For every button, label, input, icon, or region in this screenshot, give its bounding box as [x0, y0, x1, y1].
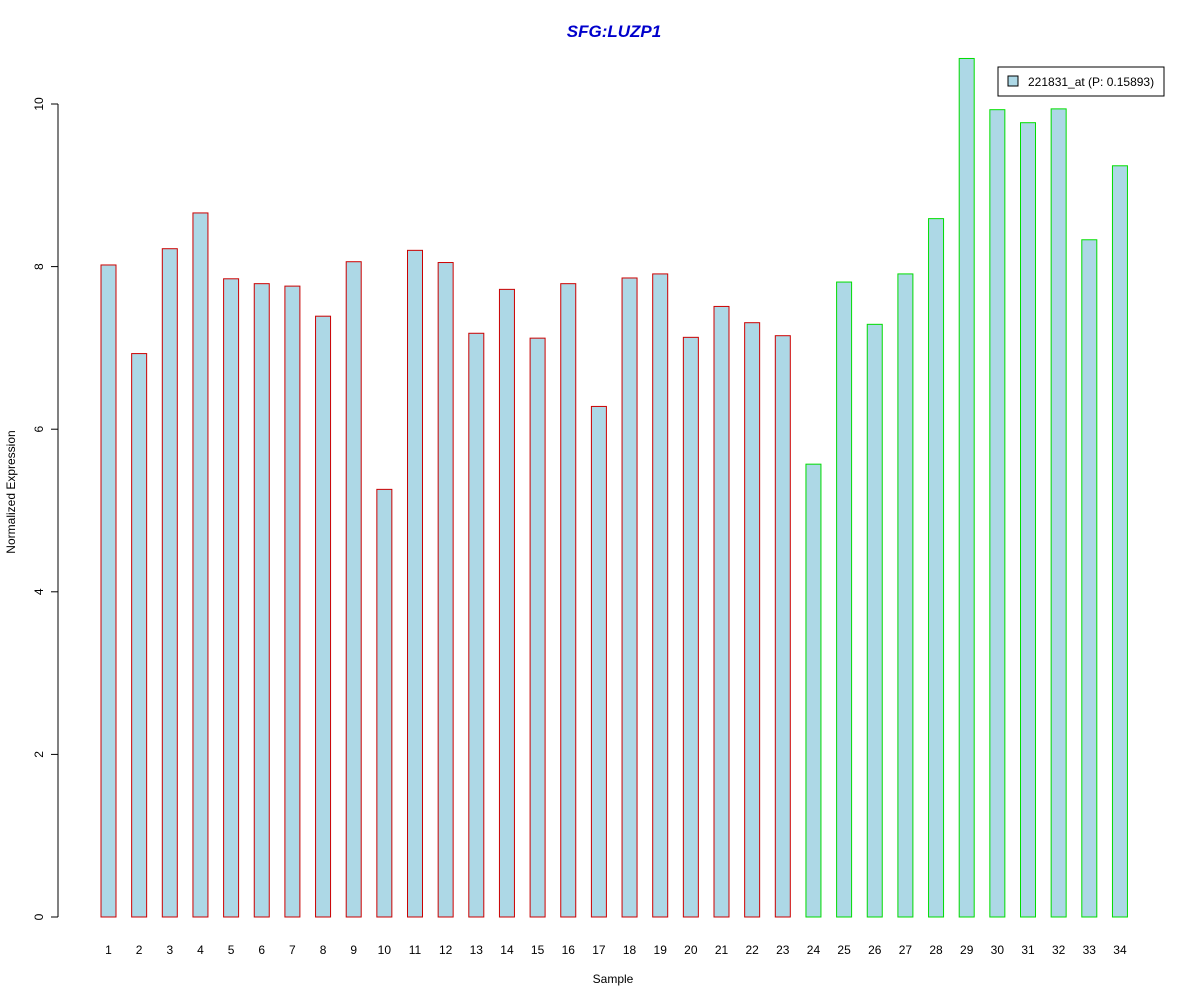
bar-sample-28 [928, 218, 945, 918]
x-tick-label: 28 [929, 943, 943, 957]
bar-sample-30 [989, 109, 1006, 918]
bar-sample-16 [560, 283, 577, 918]
bar-sample-19 [652, 273, 669, 918]
x-tick-label: 16 [562, 943, 576, 957]
legend-label: 221831_at (P: 0.15893) [1028, 75, 1154, 89]
bar-sample-25 [836, 281, 853, 918]
legend-box [997, 66, 1165, 97]
x-tick-label: 30 [991, 943, 1005, 957]
bar-sample-2 [131, 353, 148, 918]
bar-sample-3 [161, 248, 178, 918]
x-tick-label: 19 [654, 943, 668, 957]
bar-sample-15 [529, 337, 546, 918]
bar-sample-7 [284, 285, 301, 918]
bar-sample-1 [100, 264, 117, 918]
bar-sample-33 [1081, 239, 1098, 918]
legend: 221831_at (P: 0.15893) [997, 66, 1165, 97]
y-tick-label: 10 [32, 97, 46, 111]
bar-sample-8 [315, 315, 332, 918]
bar-sample-27 [897, 273, 914, 918]
x-tick-labels: 1 2 3 4 5 6 7 8 9 10 11 12 13 14 15 16 17 18 19 20 21 22 23 24 2… [105, 943, 1127, 957]
bar-sample-31 [1020, 122, 1036, 918]
x-tick-label: 3 [166, 943, 173, 957]
x-tick-label: 6 [258, 943, 265, 957]
x-tick-label: 34 [1113, 943, 1127, 957]
bar-sample-4 [192, 212, 209, 918]
bar-sample-13 [468, 332, 485, 918]
bar-sample-10 [376, 488, 393, 918]
x-tick-label: 20 [684, 943, 698, 957]
x-tick-label: 26 [868, 943, 882, 957]
x-tick-label: 29 [960, 943, 974, 957]
bar-sample-24 [805, 463, 822, 918]
bar-sample-26 [866, 323, 883, 918]
y-tick-label: 6 [32, 426, 46, 433]
bar-sample-9 [345, 261, 362, 918]
bar-sample-14 [498, 288, 515, 918]
bar-sample-20 [682, 336, 699, 918]
bars [100, 57, 1128, 918]
x-tick-label: 32 [1052, 943, 1066, 957]
x-tick-label: 27 [899, 943, 913, 957]
x-tick-label: 15 [531, 943, 545, 957]
bar-sample-23 [774, 335, 791, 918]
bar-sample-18 [621, 277, 638, 918]
bar-sample-21 [713, 305, 730, 918]
x-tick-label: 9 [350, 943, 357, 957]
x-tick-label: 33 [1083, 943, 1097, 957]
bar-sample-34 [1111, 165, 1128, 918]
x-tick-label: 31 [1021, 943, 1035, 957]
chart-title: SFG:LUZP1 [567, 22, 661, 41]
x-tick-label: 14 [500, 943, 514, 957]
x-tick-label: 18 [623, 943, 637, 957]
bar-sample-6 [253, 283, 270, 918]
x-tick-label: 11 [409, 943, 422, 957]
x-tick-label: 21 [715, 943, 729, 957]
bar-sample-11 [407, 249, 423, 918]
y-tick-label: 4 [32, 588, 46, 595]
x-tick-label: 13 [470, 943, 484, 957]
x-tick-label: 12 [439, 943, 453, 957]
x-tick-label: 7 [289, 943, 296, 957]
x-tick-label: 8 [320, 943, 327, 957]
legend-swatch [1007, 75, 1019, 87]
bar-sample-5 [223, 278, 240, 918]
x-tick-label: 1 [105, 943, 112, 957]
y-tick-label: 0 [32, 913, 46, 920]
y-tick-label: 8 [32, 263, 46, 270]
x-tick-label: 2 [136, 943, 143, 957]
x-tick-label: 5 [228, 943, 235, 957]
x-tick-label: 25 [837, 943, 851, 957]
bar-sample-29 [958, 57, 975, 918]
x-axis-label: Sample [593, 972, 634, 986]
bar-sample-12 [437, 262, 454, 918]
y-ticks: 0 2 4 6 8 10 [32, 97, 58, 920]
x-tick-label: 23 [776, 943, 790, 957]
y-tick-label: 2 [32, 751, 46, 758]
x-tick-label: 22 [745, 943, 759, 957]
bar-sample-17 [590, 405, 607, 918]
x-tick-label: 17 [592, 943, 606, 957]
x-tick-label: 24 [807, 943, 821, 957]
x-tick-label: 10 [378, 943, 392, 957]
y-axis-label: Normalized Expression [4, 430, 18, 553]
bar-sample-22 [744, 322, 761, 918]
x-tick-label: 4 [197, 943, 204, 957]
bar-sample-32 [1050, 108, 1067, 918]
